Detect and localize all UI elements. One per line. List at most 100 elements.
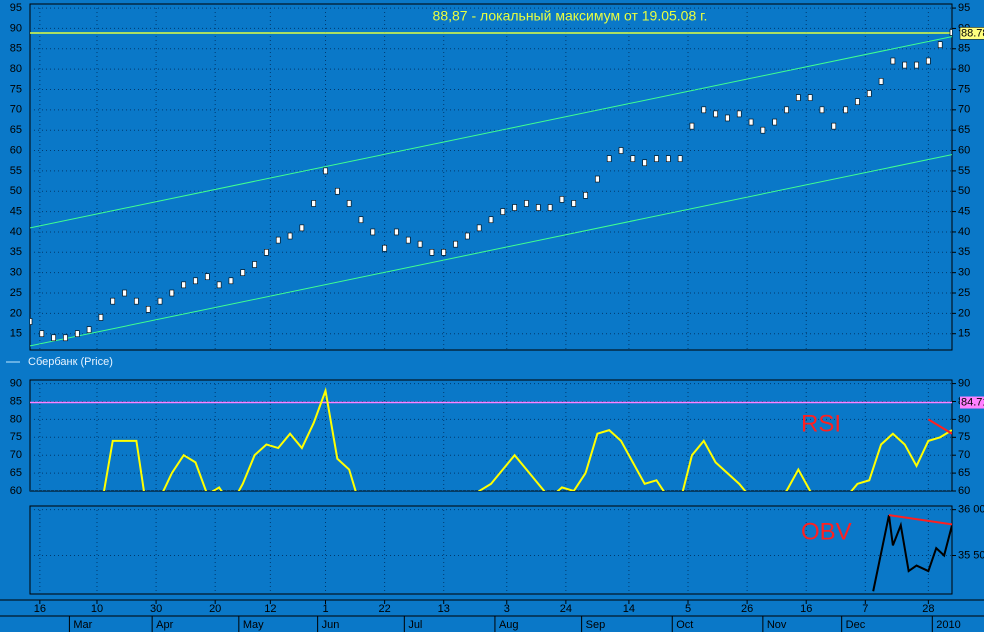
y-tick-label: 60	[958, 485, 970, 497]
price-candle	[299, 224, 305, 232]
price-candle	[98, 314, 104, 321]
x-tick-label: 26	[741, 603, 753, 615]
price-candle	[819, 106, 825, 114]
price-candle	[370, 228, 376, 236]
y-tick-label: 40	[958, 226, 970, 238]
price-candle	[405, 236, 411, 244]
y-tick-label: 70	[958, 449, 970, 461]
x-tick-label: 1	[322, 603, 328, 615]
price-candle	[666, 155, 671, 162]
price-candle	[807, 94, 813, 101]
y-tick-label: 80	[958, 413, 970, 425]
price-candle	[677, 155, 683, 162]
price-candle	[193, 277, 198, 285]
month-label: Jul	[408, 619, 422, 631]
price-candle	[358, 216, 364, 224]
price-candle	[287, 232, 293, 240]
price-candle	[878, 78, 884, 85]
price-candle	[748, 118, 754, 126]
y-tick-label-left: 65	[10, 124, 22, 136]
price-label: 88.78	[961, 27, 984, 39]
y-tick-label-left: 60	[10, 485, 22, 497]
x-tick-label: 5	[685, 603, 691, 615]
x-tick-label: 16	[34, 603, 46, 615]
price-candle	[275, 236, 281, 244]
y-tick-label: 35 50	[958, 549, 984, 561]
month-label: Jun	[322, 619, 340, 631]
y-tick-label-left: 35	[10, 246, 22, 258]
price-candle	[772, 118, 777, 126]
price-candle	[394, 228, 399, 236]
price-candle	[382, 244, 387, 252]
price-candle	[417, 240, 423, 248]
panel-plot	[30, 380, 952, 491]
price-candle	[535, 204, 541, 211]
price-candle	[134, 297, 139, 305]
price-candle	[216, 281, 222, 289]
price-candle	[39, 330, 45, 338]
price-candle	[74, 330, 80, 338]
price-candle	[524, 200, 529, 207]
x-tick-label: 10	[91, 603, 103, 615]
price-candle	[122, 289, 127, 297]
y-tick-label: 25	[958, 287, 970, 299]
price-candle	[642, 159, 647, 167]
price-candle	[571, 200, 577, 207]
x-tick-label: 13	[438, 603, 450, 615]
y-tick-label-left: 30	[10, 267, 22, 279]
trend-line	[888, 514, 952, 526]
month-label: Mar	[73, 619, 92, 631]
y-tick-label-left: 85	[10, 43, 22, 55]
price-candle	[157, 297, 163, 305]
price-candle	[866, 90, 872, 97]
price-candle	[476, 224, 482, 232]
price-candle	[240, 269, 246, 276]
price-candle	[890, 57, 896, 65]
price-candle	[145, 305, 151, 313]
price-candle	[488, 216, 494, 224]
price-candle	[86, 326, 92, 333]
price-candle	[736, 110, 742, 118]
y-tick-label: 80	[958, 63, 970, 75]
y-tick-label: 35	[958, 246, 970, 258]
price-candle	[831, 122, 837, 130]
price-candle	[654, 155, 659, 162]
chart-title: 88,87 - локальный максимум от 19.05.08 г…	[433, 8, 708, 24]
y-tick-label-left: 65	[10, 467, 22, 479]
indicator-line	[872, 514, 952, 592]
month-label: Sep	[586, 619, 606, 631]
channel-line	[30, 154, 952, 347]
price-candle	[547, 204, 553, 211]
panel-plot	[30, 4, 952, 350]
month-label: Dec	[846, 619, 866, 631]
y-tick-label-left: 75	[10, 83, 22, 95]
price-candle	[689, 122, 695, 130]
month-label: Apr	[156, 619, 173, 631]
price-candle	[205, 273, 210, 281]
y-tick-label-left: 60	[10, 144, 22, 156]
month-label: Aug	[499, 619, 519, 631]
y-tick-label-left: 75	[10, 431, 22, 443]
month-label: Nov	[767, 619, 787, 631]
y-tick-label-left: 25	[10, 287, 22, 299]
price-candle	[512, 204, 517, 211]
y-tick-label: 95	[958, 2, 970, 14]
y-tick-label: 90	[958, 377, 970, 389]
level-box	[960, 396, 984, 409]
y-tick-label-left: 85	[10, 395, 22, 407]
price-candle	[252, 261, 257, 268]
y-tick-label-left: 90	[10, 22, 22, 34]
y-tick-label-left: 50	[10, 185, 22, 197]
x-tick-label: 14	[623, 603, 635, 615]
y-tick-label: 60	[958, 144, 970, 156]
price-candle	[796, 94, 801, 101]
y-tick-label-left: 15	[10, 328, 22, 340]
y-tick-label: 55	[958, 165, 970, 177]
price-candle	[453, 240, 458, 248]
y-tick-label: 65	[958, 467, 970, 479]
price-candle	[618, 147, 624, 154]
trend-line	[927, 418, 952, 435]
price-candle	[465, 232, 470, 240]
price-candle	[441, 249, 447, 256]
price-box	[959, 27, 984, 40]
